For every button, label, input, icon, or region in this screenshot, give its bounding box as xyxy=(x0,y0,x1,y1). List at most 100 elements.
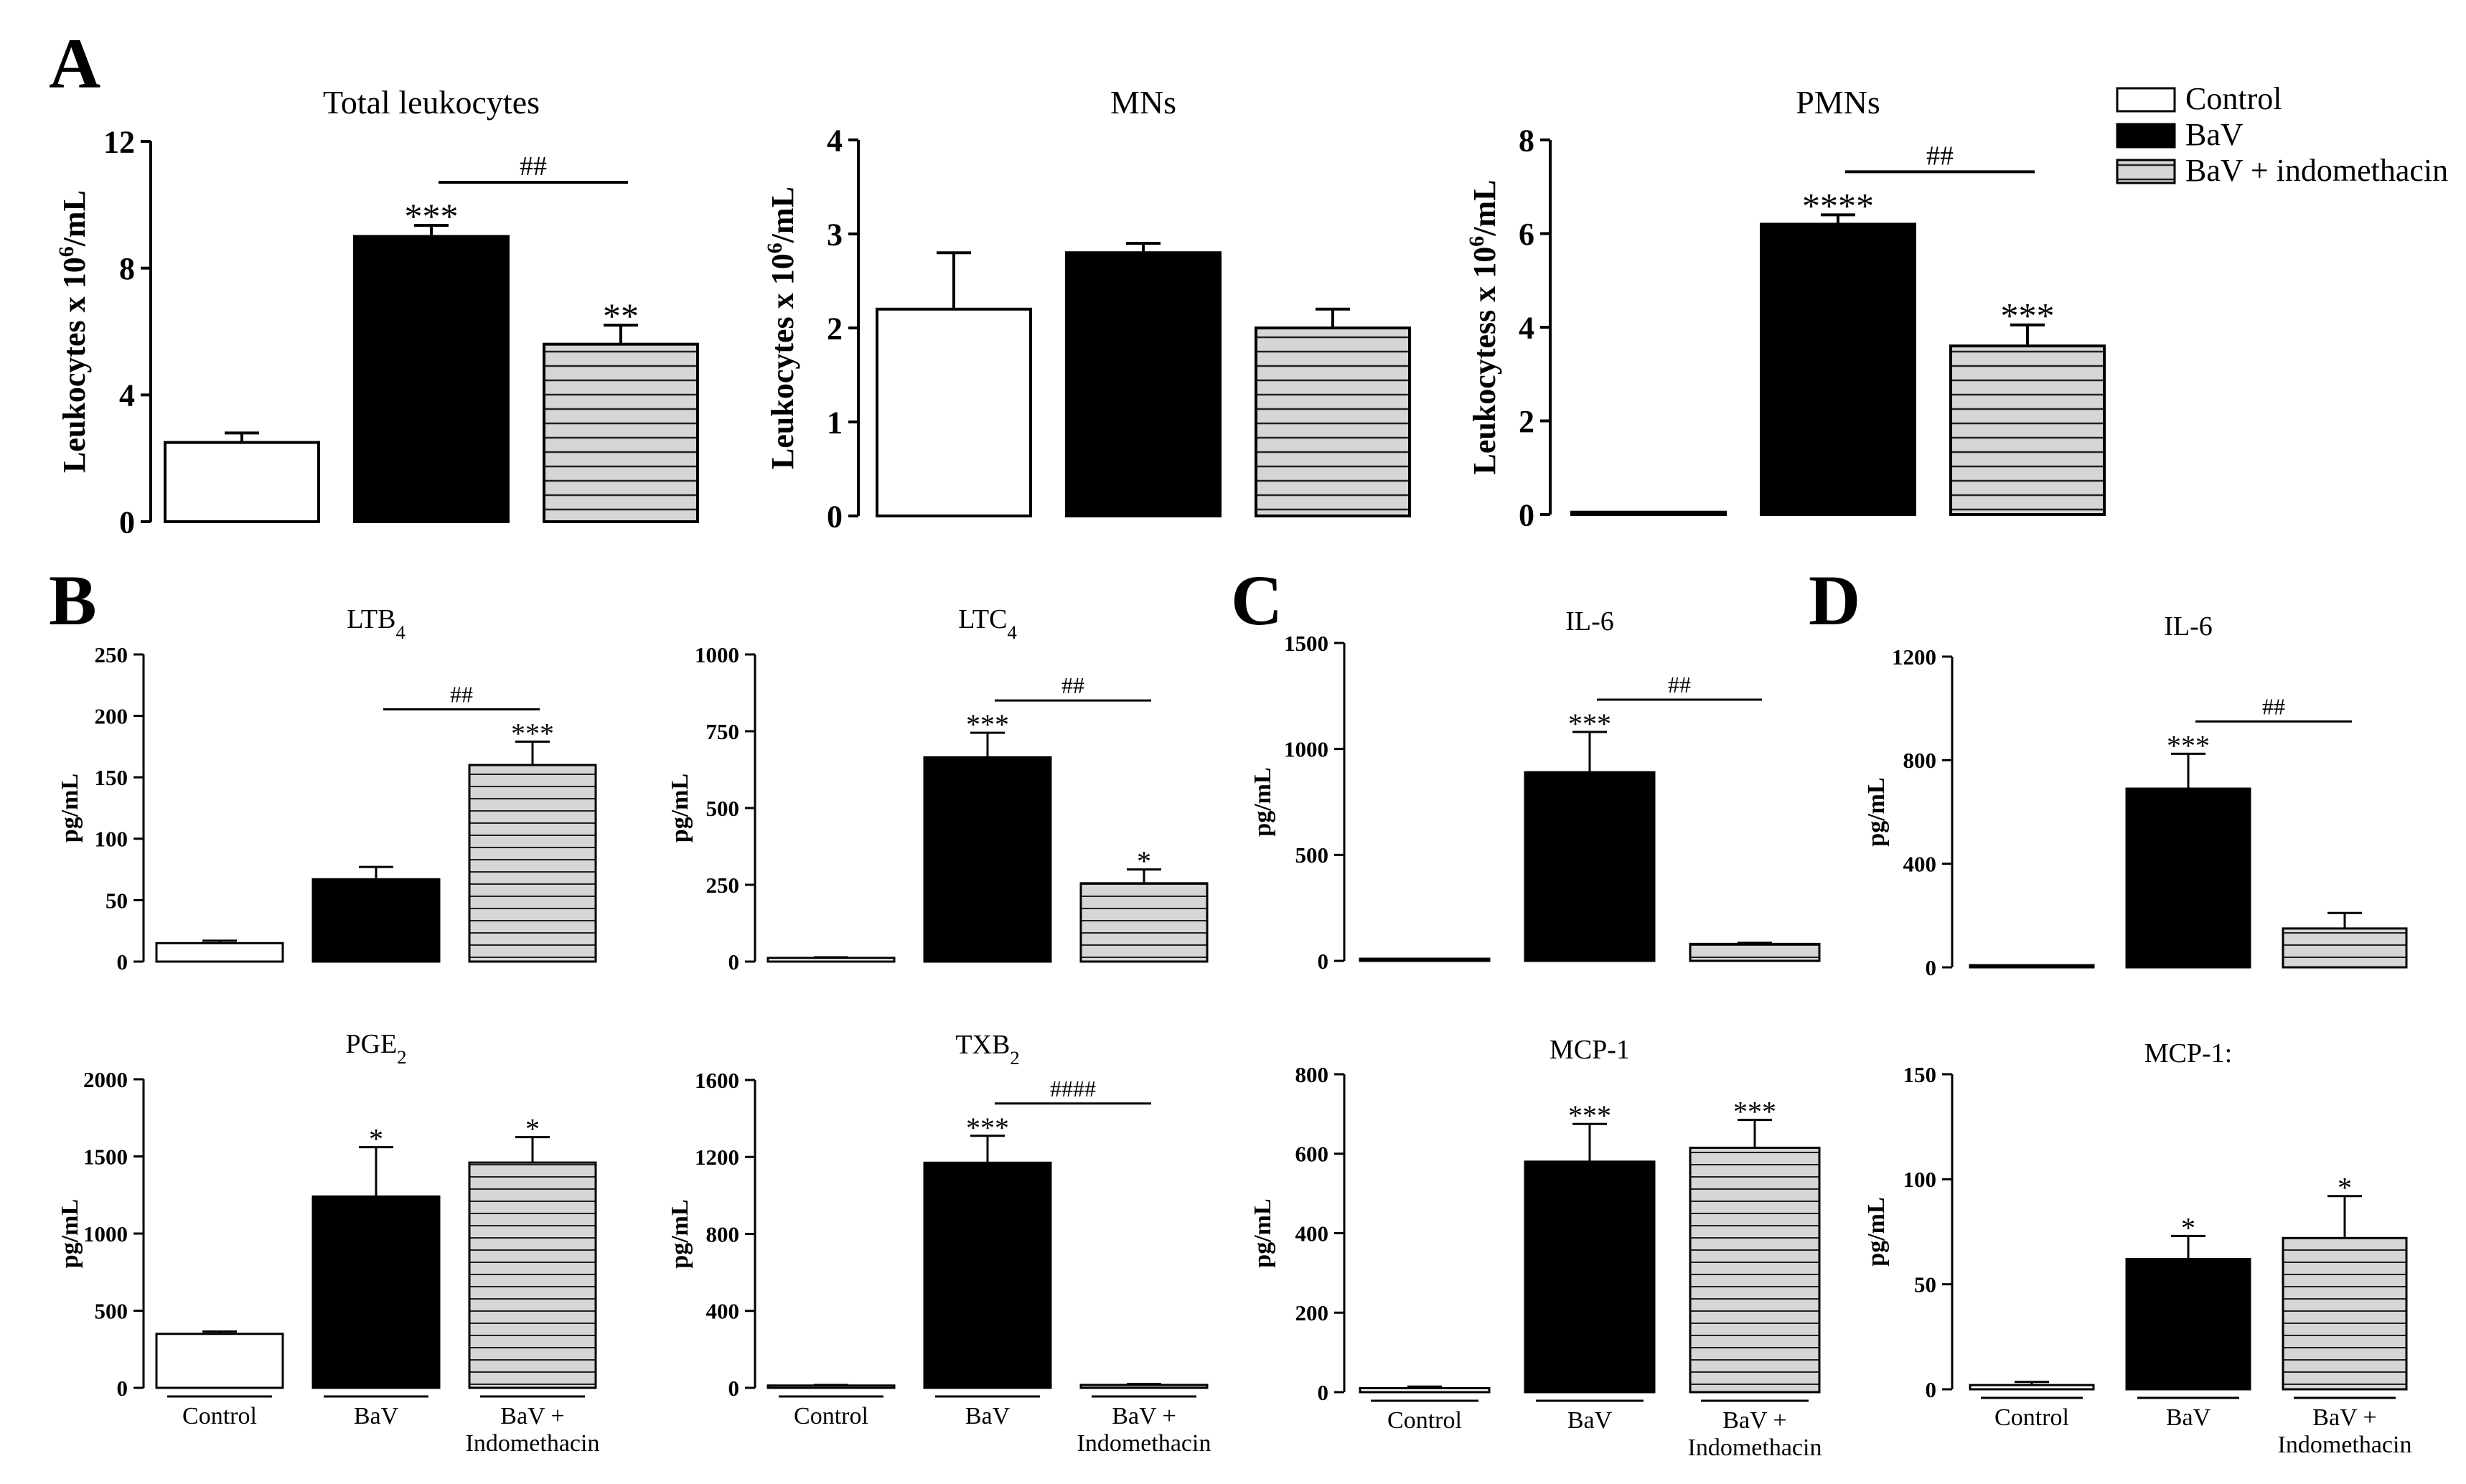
y-tick-label: 600 xyxy=(1295,1142,1329,1167)
y-tick-label: 1 xyxy=(827,405,843,440)
bar-bav-indomethacin xyxy=(1689,942,1821,962)
y-tick-label: 500 xyxy=(1295,842,1329,868)
bar-bav xyxy=(311,878,441,963)
bar-bav-indomethacin xyxy=(468,1161,597,1389)
comparison-label: ## xyxy=(1668,672,1691,698)
y-tick-label: 800 xyxy=(1903,748,1937,773)
bar-control xyxy=(1969,964,2095,969)
chart-mcp1-d: 0 50 100 150 pg/mL MCP-1: * * Control BaV BaV +Ind… xyxy=(1863,1038,2411,1458)
comparison-label: ## xyxy=(1926,141,1954,171)
bar-bav xyxy=(1524,1160,1656,1394)
y-tick-label: 2 xyxy=(1519,404,1534,439)
y-tick-label: 1000 xyxy=(83,1221,128,1246)
x-category-label: Indomethacin xyxy=(1077,1430,1211,1457)
bar-bav xyxy=(353,235,510,523)
bar-bav-indomethacin xyxy=(2282,927,2408,969)
y-tick-label: 4 xyxy=(1519,310,1534,345)
significance-label: * xyxy=(2181,1211,2195,1244)
y-tick-label: 400 xyxy=(1295,1221,1329,1246)
legend-label-bav: BaV xyxy=(2185,117,2244,152)
y-tick-label: 100 xyxy=(95,827,128,852)
y-tick-label: 1600 xyxy=(695,1068,739,1093)
significance-label: *** xyxy=(1733,1096,1776,1128)
y-tick-label: 0 xyxy=(117,1376,128,1401)
y-tick-label: 50 xyxy=(106,888,128,913)
significance-label: *** xyxy=(966,708,1009,741)
significance-label: *** xyxy=(511,718,554,750)
bar-control xyxy=(766,1384,896,1389)
significance-label: * xyxy=(2338,1172,2352,1204)
y-tick-label: 1000 xyxy=(695,642,739,667)
significance-label: *** xyxy=(405,196,459,236)
y-tick-label: 200 xyxy=(1295,1300,1329,1325)
legend-swatch-bav-indo xyxy=(2116,159,2176,184)
y-tick-label: 4 xyxy=(119,378,135,413)
y-tick-label: 0 xyxy=(1926,955,1937,980)
bar-control xyxy=(876,307,1032,517)
x-category-label: BaV + xyxy=(500,1403,564,1429)
chart-mcp1-c: 0 200 400 600 800 pg/mL MCP-1 *** *** Control BaV B… xyxy=(1250,1035,1822,1461)
bar-bav-indomethacin xyxy=(1255,327,1411,517)
y-tick-label: 400 xyxy=(1903,852,1937,877)
chart-il6-c: 0 500 1000 1500 pg/mL IL-6 *** ## xyxy=(1250,606,1821,974)
significance-label: ** xyxy=(603,296,639,336)
chart-mns: 0 1 2 3 4 Leukocytes x 106/mL MNs xyxy=(763,84,1411,534)
y-axis-title: pg/mL xyxy=(667,774,693,842)
bar-bav xyxy=(1760,222,1916,516)
bar-bav-indomethacin xyxy=(1689,1146,1821,1394)
bar-control xyxy=(155,1333,284,1389)
bar-bav xyxy=(1065,251,1222,517)
chart-title: PMNs xyxy=(1796,84,1880,121)
y-axis-title: pg/mL xyxy=(1863,1197,1890,1266)
legend-swatch-control xyxy=(2116,87,2176,113)
y-tick-label: 1500 xyxy=(1284,631,1328,656)
bar-bav-indomethacin xyxy=(2282,1236,2408,1391)
y-tick-label: 0 xyxy=(1926,1377,1937,1402)
chart-title: MCP-1 xyxy=(1550,1035,1630,1065)
bar-control xyxy=(766,957,896,963)
bar-bav-indomethacin xyxy=(468,764,597,963)
bar-bav xyxy=(2125,1258,2251,1391)
bar-bav xyxy=(923,1161,1052,1389)
x-category-label: Indomethacin xyxy=(466,1430,600,1457)
significance-label: * xyxy=(525,1113,540,1145)
significance-label: *** xyxy=(966,1112,1009,1144)
chart-title: IL-6 xyxy=(2164,611,2213,642)
y-tick-label: 8 xyxy=(119,251,135,286)
y-tick-label: 0 xyxy=(728,1376,740,1401)
y-tick-label: 0 xyxy=(1318,949,1329,974)
chart-title: MNs xyxy=(1110,84,1176,121)
y-tick-label: 150 xyxy=(95,765,128,790)
y-tick-label: 500 xyxy=(95,1298,128,1323)
chart-title: PGE2 xyxy=(345,1029,406,1068)
legend: Control BaV BaV + indomethacin xyxy=(2116,81,2448,188)
y-axis-title: Leukocytess x 106/mL xyxy=(1465,179,1503,474)
y-tick-label: 0 xyxy=(1519,497,1534,532)
x-category-label: Control xyxy=(1387,1407,1462,1434)
chart-title: Total leukocytes xyxy=(323,84,540,121)
x-category-label: Indomethacin xyxy=(1688,1434,1822,1461)
y-axis-title: pg/mL xyxy=(1250,1198,1276,1267)
x-category-label: BaV xyxy=(2166,1404,2211,1431)
significance-label: * xyxy=(369,1123,383,1155)
bar-bav xyxy=(923,756,1052,963)
y-tick-label: 0 xyxy=(1318,1380,1329,1405)
y-axis-title: pg/mL xyxy=(1250,767,1276,836)
y-tick-label: 250 xyxy=(95,642,128,667)
y-axis-title: Leukocytes x 106/mL xyxy=(763,187,801,469)
y-tick-label: 12 xyxy=(103,124,135,159)
chart-txb2: 0 400 800 1200 1600 pg/mL TXB2 *** #### Control Ba… xyxy=(667,1030,1211,1457)
x-category-label: BaV xyxy=(965,1403,1011,1429)
y-tick-label: 1200 xyxy=(695,1145,739,1170)
bar-control xyxy=(1359,1386,1491,1394)
comparison-label: ## xyxy=(2262,693,2285,719)
chart-title: LTC4 xyxy=(958,604,1017,643)
chart-title: LTB4 xyxy=(347,604,405,643)
y-axis-title: pg/mL xyxy=(57,774,83,842)
significance-label: *** xyxy=(2167,729,2210,761)
y-tick-label: 0 xyxy=(827,499,843,534)
bar-control xyxy=(164,441,320,523)
legend-label-control: Control xyxy=(2185,81,2282,116)
